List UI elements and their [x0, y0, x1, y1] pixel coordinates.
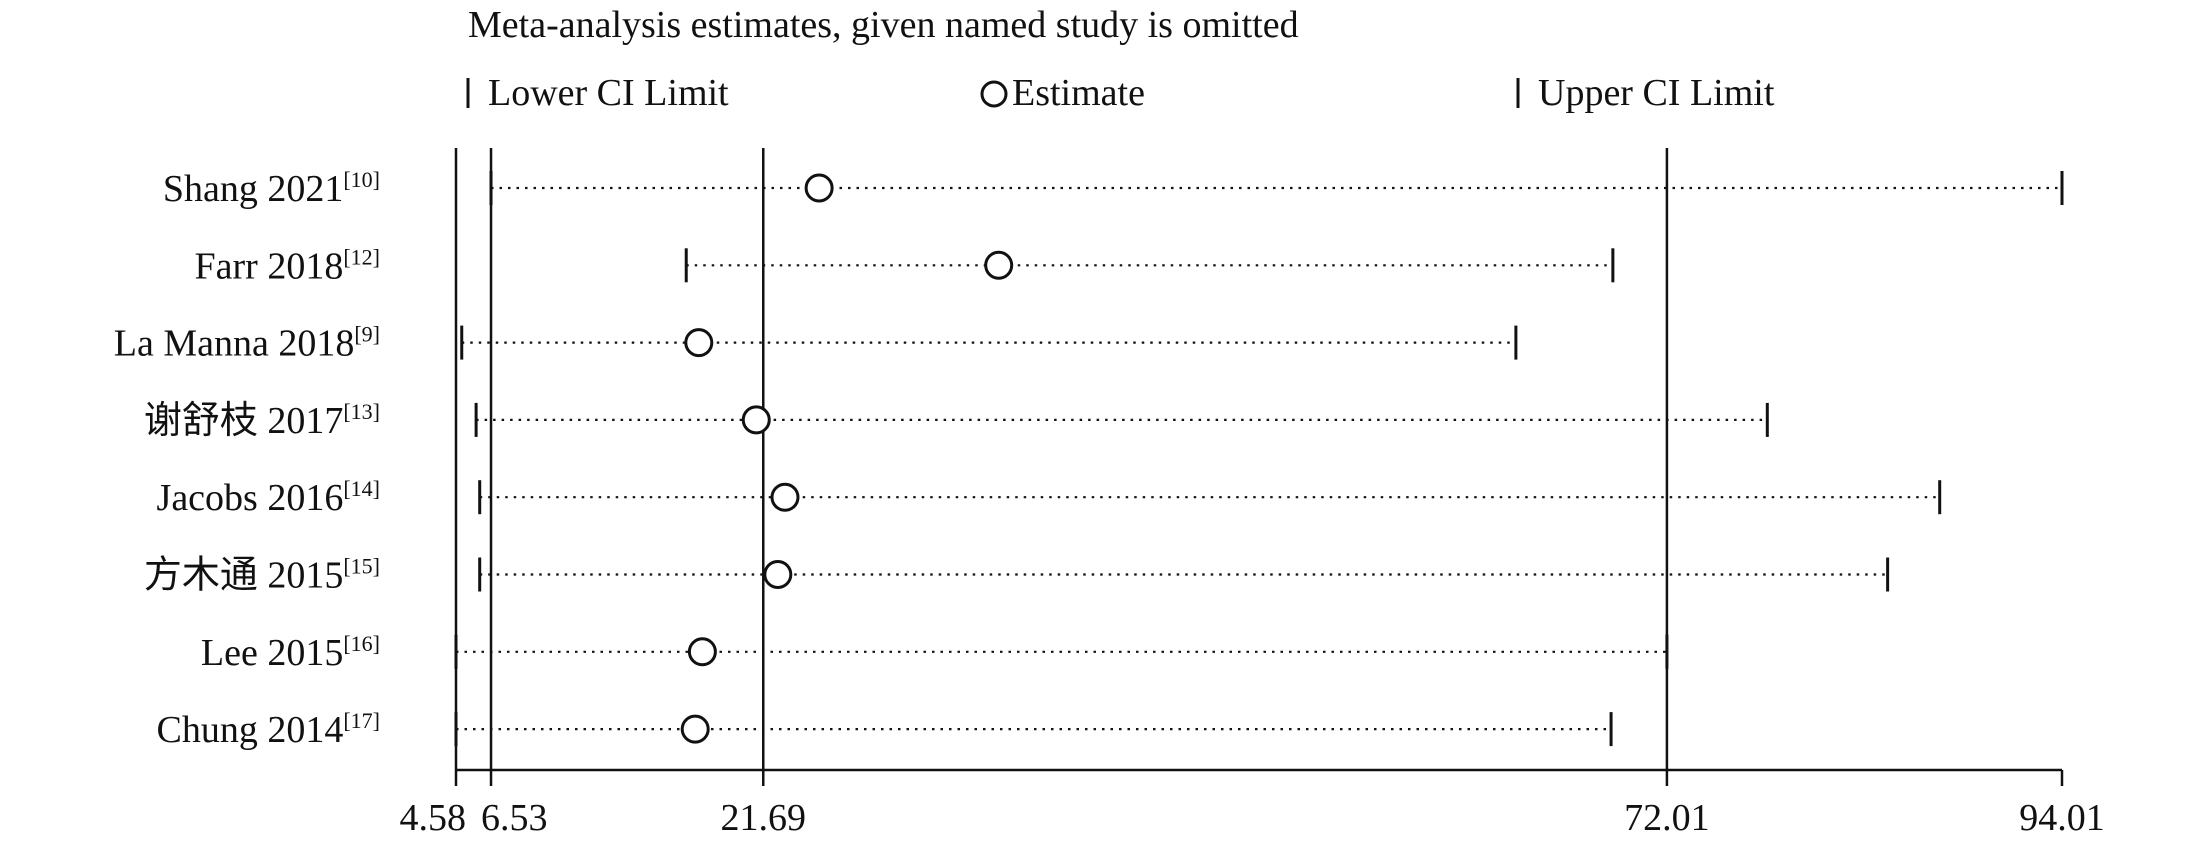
study-name: 谢舒枝 2017	[144, 400, 344, 442]
study-name: La Manna 2018	[114, 323, 355, 365]
study-row: Farr 2018[12]	[195, 244, 1615, 287]
study-label: Lee 2015[16]	[201, 631, 380, 674]
study-label: Chung 2014[17]	[156, 708, 380, 751]
study-row: Chung 2014[17]	[156, 708, 1613, 751]
chart-title: Meta-analysis estimates, given named stu…	[468, 4, 1299, 46]
x-tick-label: 21.69	[721, 797, 807, 839]
study-name: Lee 2015	[201, 632, 343, 674]
x-tick-label: 94.01	[2019, 797, 2105, 839]
study-rows: Shang 2021[10] Farr 2018[12] La Manna 2018…	[114, 167, 2064, 751]
estimate-marker	[687, 637, 717, 667]
study-label: Shang 2021[10]	[163, 167, 380, 210]
legend-estimate-marker	[980, 80, 1008, 108]
estimate-marker	[770, 482, 800, 512]
legend-lower-label: Lower CI Limit	[488, 72, 729, 114]
estimate-marker	[684, 328, 714, 358]
x-axis: 4.58 6.53 21.69 72.01 94.01	[400, 768, 2105, 839]
study-reference: [10]	[343, 167, 380, 192]
legend-upper-label: Upper CI Limit	[1538, 72, 1775, 114]
estimate-marker	[680, 714, 710, 744]
legend-estimate-label: Estimate	[1012, 72, 1145, 114]
estimate-marker	[741, 405, 771, 435]
study-reference: [17]	[343, 708, 380, 733]
study-reference: [14]	[343, 476, 380, 501]
x-tick-label: 72.01	[1624, 797, 1710, 839]
study-reference: [9]	[354, 322, 380, 347]
study-name: Shang 2021	[163, 168, 344, 210]
study-name: 方木通 2015	[144, 555, 344, 597]
study-row: Lee 2015[16]	[201, 631, 1669, 674]
x-tick-label: 6.53	[481, 797, 547, 839]
study-label: 方木通 2015[15]	[144, 554, 380, 597]
study-row: 方木通 2015[15]	[144, 554, 1890, 597]
study-row: La Manna 2018[9]	[114, 322, 1518, 365]
reference-lines	[454, 148, 1669, 770]
study-reference: [16]	[343, 631, 380, 656]
study-row: 谢舒枝 2017[13]	[144, 399, 1769, 442]
study-name: Farr 2018	[195, 245, 344, 287]
study-name: Chung 2014	[156, 709, 343, 751]
study-row: Shang 2021[10]	[163, 167, 2064, 210]
study-label: Jacobs 2016[14]	[157, 476, 380, 519]
estimate-marker	[984, 250, 1014, 280]
study-row: Jacobs 2016[14]	[157, 476, 1942, 519]
study-name: Jacobs 2016	[157, 477, 344, 519]
study-reference: [13]	[343, 399, 380, 424]
estimate-marker	[804, 173, 834, 203]
study-label: 谢舒枝 2017[13]	[144, 399, 380, 442]
estimate-marker	[763, 560, 793, 589]
legend: Lower CI Limit Estimate Upper CI Limit	[466, 72, 1775, 114]
study-label: La Manna 2018[9]	[114, 322, 380, 365]
study-reference: [12]	[343, 244, 380, 269]
study-label: Farr 2018[12]	[195, 244, 380, 287]
x-tick-label: 4.58	[400, 797, 467, 839]
study-reference: [15]	[343, 554, 380, 579]
x-axis-ticks: 4.58 6.53 21.69 72.01 94.01	[400, 770, 2105, 839]
